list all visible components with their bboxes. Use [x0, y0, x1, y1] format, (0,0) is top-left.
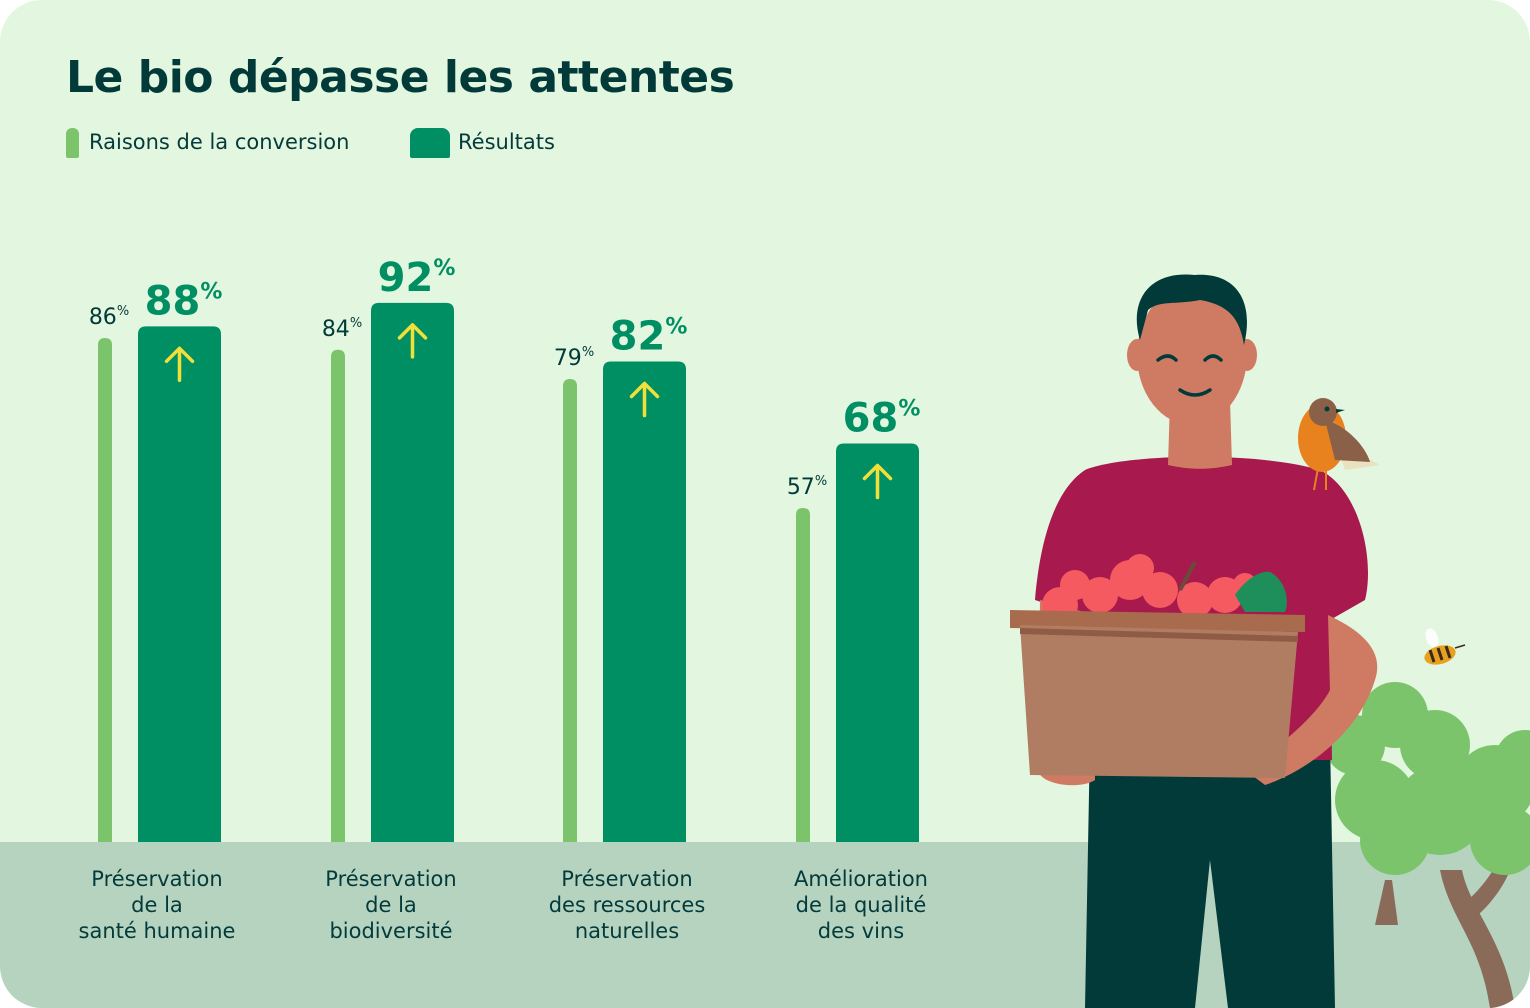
value-label-results-2: 92% [378, 255, 456, 301]
bar-results-1 [138, 326, 221, 842]
legend-swatch-reasons [66, 128, 79, 158]
bar-results-4 [836, 443, 919, 842]
value-label-results-4: 68% [843, 396, 921, 442]
bar-reasons-1 [98, 338, 112, 842]
category-label-4: Amélioration de la qualité des vins [794, 867, 928, 943]
bar-reasons-3 [563, 379, 577, 842]
category-label-1: Préservation de la santé humaine [78, 867, 236, 943]
legend-label-reasons: Raisons de la conversion [89, 130, 350, 154]
grape-basket-icon [1010, 554, 1305, 778]
category-label-2: Préservation de la biodiversité [325, 867, 457, 943]
up-arrow-icon [862, 463, 893, 500]
bar-reasons-2 [331, 349, 345, 842]
legend-swatch-results [410, 128, 450, 158]
robin-bird-icon [1298, 398, 1380, 491]
bee-icon [1424, 628, 1466, 665]
up-arrow-icon [164, 346, 195, 383]
trees-icon [1325, 682, 1530, 1008]
up-arrow-icon [397, 323, 428, 359]
up-arrow-icon [629, 381, 660, 418]
bar-results-2 [371, 302, 454, 842]
bar-results-3 [603, 361, 686, 842]
value-label-results-3: 82% [610, 313, 688, 359]
category-label-3: Préservation des ressources naturelles [548, 867, 706, 943]
chart-title: Le bio dépasse les attentes [66, 52, 735, 103]
bar-reasons-4 [796, 507, 810, 842]
legend-label-results: Résultats [458, 130, 555, 154]
